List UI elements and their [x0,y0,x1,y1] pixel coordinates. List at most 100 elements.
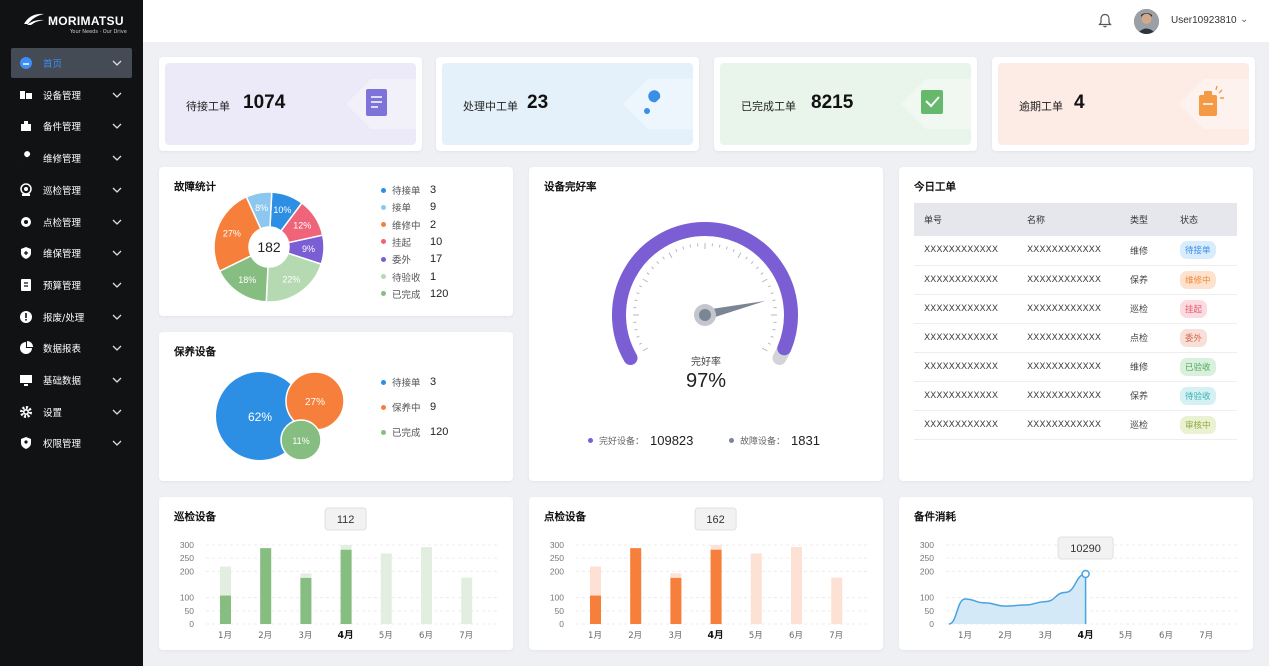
sidebar-item-4[interactable]: 巡检管理 [11,175,132,205]
table-row[interactable]: XXXXXXXXXXXX XXXXXXXXXXXX 保养 待验收 [914,381,1237,411]
y-tick-label: 200 [550,566,564,576]
stat-label: 待接工单 [186,100,230,113]
legend-item: 待验收 1 [381,270,436,284]
chevron-down-icon[interactable]: ⌄ [1240,14,1249,25]
chevron-down-icon[interactable] [112,248,122,258]
highlight-point [1081,569,1090,579]
legend-value: 3 [430,376,437,388]
x-tick-label: 6月 [419,631,433,641]
gauge-tick [732,249,735,253]
chevron-down-icon[interactable] [112,121,122,131]
legend-label: 待接单 [392,186,421,197]
legend-dot [381,291,386,297]
patrol-icon [19,183,33,197]
status-badge: 待接单 [1180,241,1216,260]
legend-label: 委外 [392,255,412,267]
chevron-down-icon[interactable] [112,375,122,385]
x-tick-label: 2月 [258,631,272,641]
maintenance-bubble-chart: 62% 27% 11% [216,371,345,461]
avatar[interactable] [1134,9,1159,34]
bubble-label-0: 62% [248,410,272,424]
stat-card-2[interactable]: 已完成工单 8215 [714,57,977,151]
chevron-down-icon[interactable] [112,90,122,100]
parts-consumption-panel: 备件消耗 0 50 100 200 250 300 1月 2月 3月 4月 5月 6月 7月 10290 [899,497,1253,650]
order-status-cell: 待验收 [1170,381,1237,411]
bar-bg [590,566,601,624]
table-row[interactable]: XXXXXXXXXXXX XXXXXXXXXXXX 巡检 审核中 [914,410,1237,440]
sidebar-item-label: 报废/处理 [43,312,85,324]
gauge-progress [612,222,798,365]
gauge-fault-row: 故障设备： 1831 [729,433,820,448]
legend-dot [381,429,386,435]
chevron-down-icon[interactable] [112,438,122,448]
sidebar-item-11[interactable]: 设置 [11,397,132,427]
sidebar-item-6[interactable]: 维保管理 [11,238,132,268]
x-tick-label: 2月 [628,631,642,641]
legend-dot [381,404,386,410]
status-badge: 挂起 [1180,299,1208,318]
chevron-down-icon[interactable] [112,312,122,322]
chevron-down-icon[interactable] [112,407,122,417]
sidebar-item-3[interactable]: 维修管理 [11,143,132,173]
logo-text: MORIMATSU [48,14,124,28]
stat-card-inner: 待接工单 1074 [165,63,416,145]
gauge-tick [642,278,649,283]
sidebar-item-0[interactable]: 首页 [11,48,132,78]
stat-label: 处理中工单 [463,100,518,113]
legend-label: 接单 [392,203,412,215]
logo[interactable]: MORIMATSU Your Needs · Our Drive [22,8,132,36]
sidebar-item-label: 权限管理 [43,439,82,451]
gauge-tick [770,292,774,295]
column-header: 类型 [1120,203,1170,236]
legend-item: 维修中 2 [381,218,436,232]
chevron-down-icon[interactable] [112,185,122,195]
fault-stats-panel: 故障统计 10% 12% 9% 22% 18% 27% 8% 182 待接单 3 接单 9 维修中 2 挂… [159,167,513,316]
bar [670,577,682,624]
legend-dot [381,274,386,279]
legend-label: 已完成 [392,289,421,301]
today-orders-title: 今日工单 [914,181,956,193]
stat-card-3[interactable]: 逾期工单 4 [992,57,1255,151]
sidebar-item-2[interactable]: 备件管理 [11,111,132,141]
stat-card-0[interactable]: 待接工单 1074 [159,57,422,151]
chevron-down-icon[interactable] [112,217,122,227]
sidebar-item-10[interactable]: 基础数据 [11,365,132,395]
order-name: XXXXXXXXXXXX [1017,410,1120,440]
table-row[interactable]: XXXXXXXXXXXX XXXXXXXXXXXX 保养 维修中 [914,265,1237,295]
sidebar-item-1[interactable]: 设备管理 [11,80,132,110]
gauge-chart [612,222,798,365]
sidebar-item-12[interactable]: 权限管理 [11,428,132,458]
legend-item: 已完成 120 [381,287,448,301]
chevron-down-icon[interactable] [112,153,122,163]
legend-label: 挂起 [392,237,412,249]
chevron-down-icon[interactable] [112,280,122,290]
order-id: XXXXXXXXXXXX [914,323,1017,353]
pie-icon [19,341,33,355]
order-type: 保养 [1120,381,1170,411]
table-row[interactable]: XXXXXXXXXXXX XXXXXXXXXXXX 巡检 挂起 [914,294,1237,324]
y-tick-label: 50 [555,606,565,616]
gauge-tick [772,328,776,331]
gauge-tick [761,347,768,352]
stat-card-1[interactable]: 处理中工单 23 [436,57,699,151]
sidebar-item-7[interactable]: 预算管理 [11,270,132,300]
table-row[interactable]: XXXXXXXXXXXX XXXXXXXXXXXX 点检 委外 [914,323,1237,353]
equipment-icon [19,88,33,102]
today-orders-panel: 今日工单 单号 名称 类型 状态 XXXXXXXXXXXX XXXXXXXXXXXX 维修… [899,167,1253,481]
chevron-down-icon[interactable] [112,58,122,68]
sidebar-item-5[interactable]: 点检管理 [11,207,132,237]
parts-consumption-title: 备件消耗 [914,511,956,523]
gauge-tick [718,244,721,248]
sidebar-item-9[interactable]: 数据报表 [11,333,132,363]
order-type: 维修 [1120,236,1170,266]
bar [260,548,272,624]
sidebar-item-label: 点检管理 [43,217,82,229]
chevron-down-icon[interactable] [112,343,122,353]
legend-dot [381,222,386,228]
table-row[interactable]: XXXXXXXXXXXX XXXXXXXXXXXX 维修 待接单 [914,236,1237,266]
sidebar-item-8[interactable]: 报废/处理 [11,302,132,332]
table-row[interactable]: XXXXXXXXXXXX XXXXXXXXXXXX 维修 已验收 [914,352,1237,382]
username[interactable]: User10923810 [1171,15,1237,26]
bell-icon[interactable] [1098,13,1112,28]
gauge-tick [767,342,771,345]
